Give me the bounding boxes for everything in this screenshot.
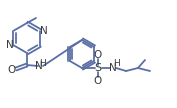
Text: O: O — [94, 76, 102, 86]
Text: O: O — [94, 50, 102, 60]
Text: H: H — [39, 59, 45, 68]
Text: H: H — [113, 60, 119, 68]
Text: N: N — [109, 63, 116, 73]
Text: O: O — [8, 65, 16, 75]
Text: N: N — [6, 40, 14, 51]
Text: N: N — [35, 61, 43, 71]
Text: S: S — [95, 63, 102, 73]
Text: N: N — [40, 25, 48, 36]
